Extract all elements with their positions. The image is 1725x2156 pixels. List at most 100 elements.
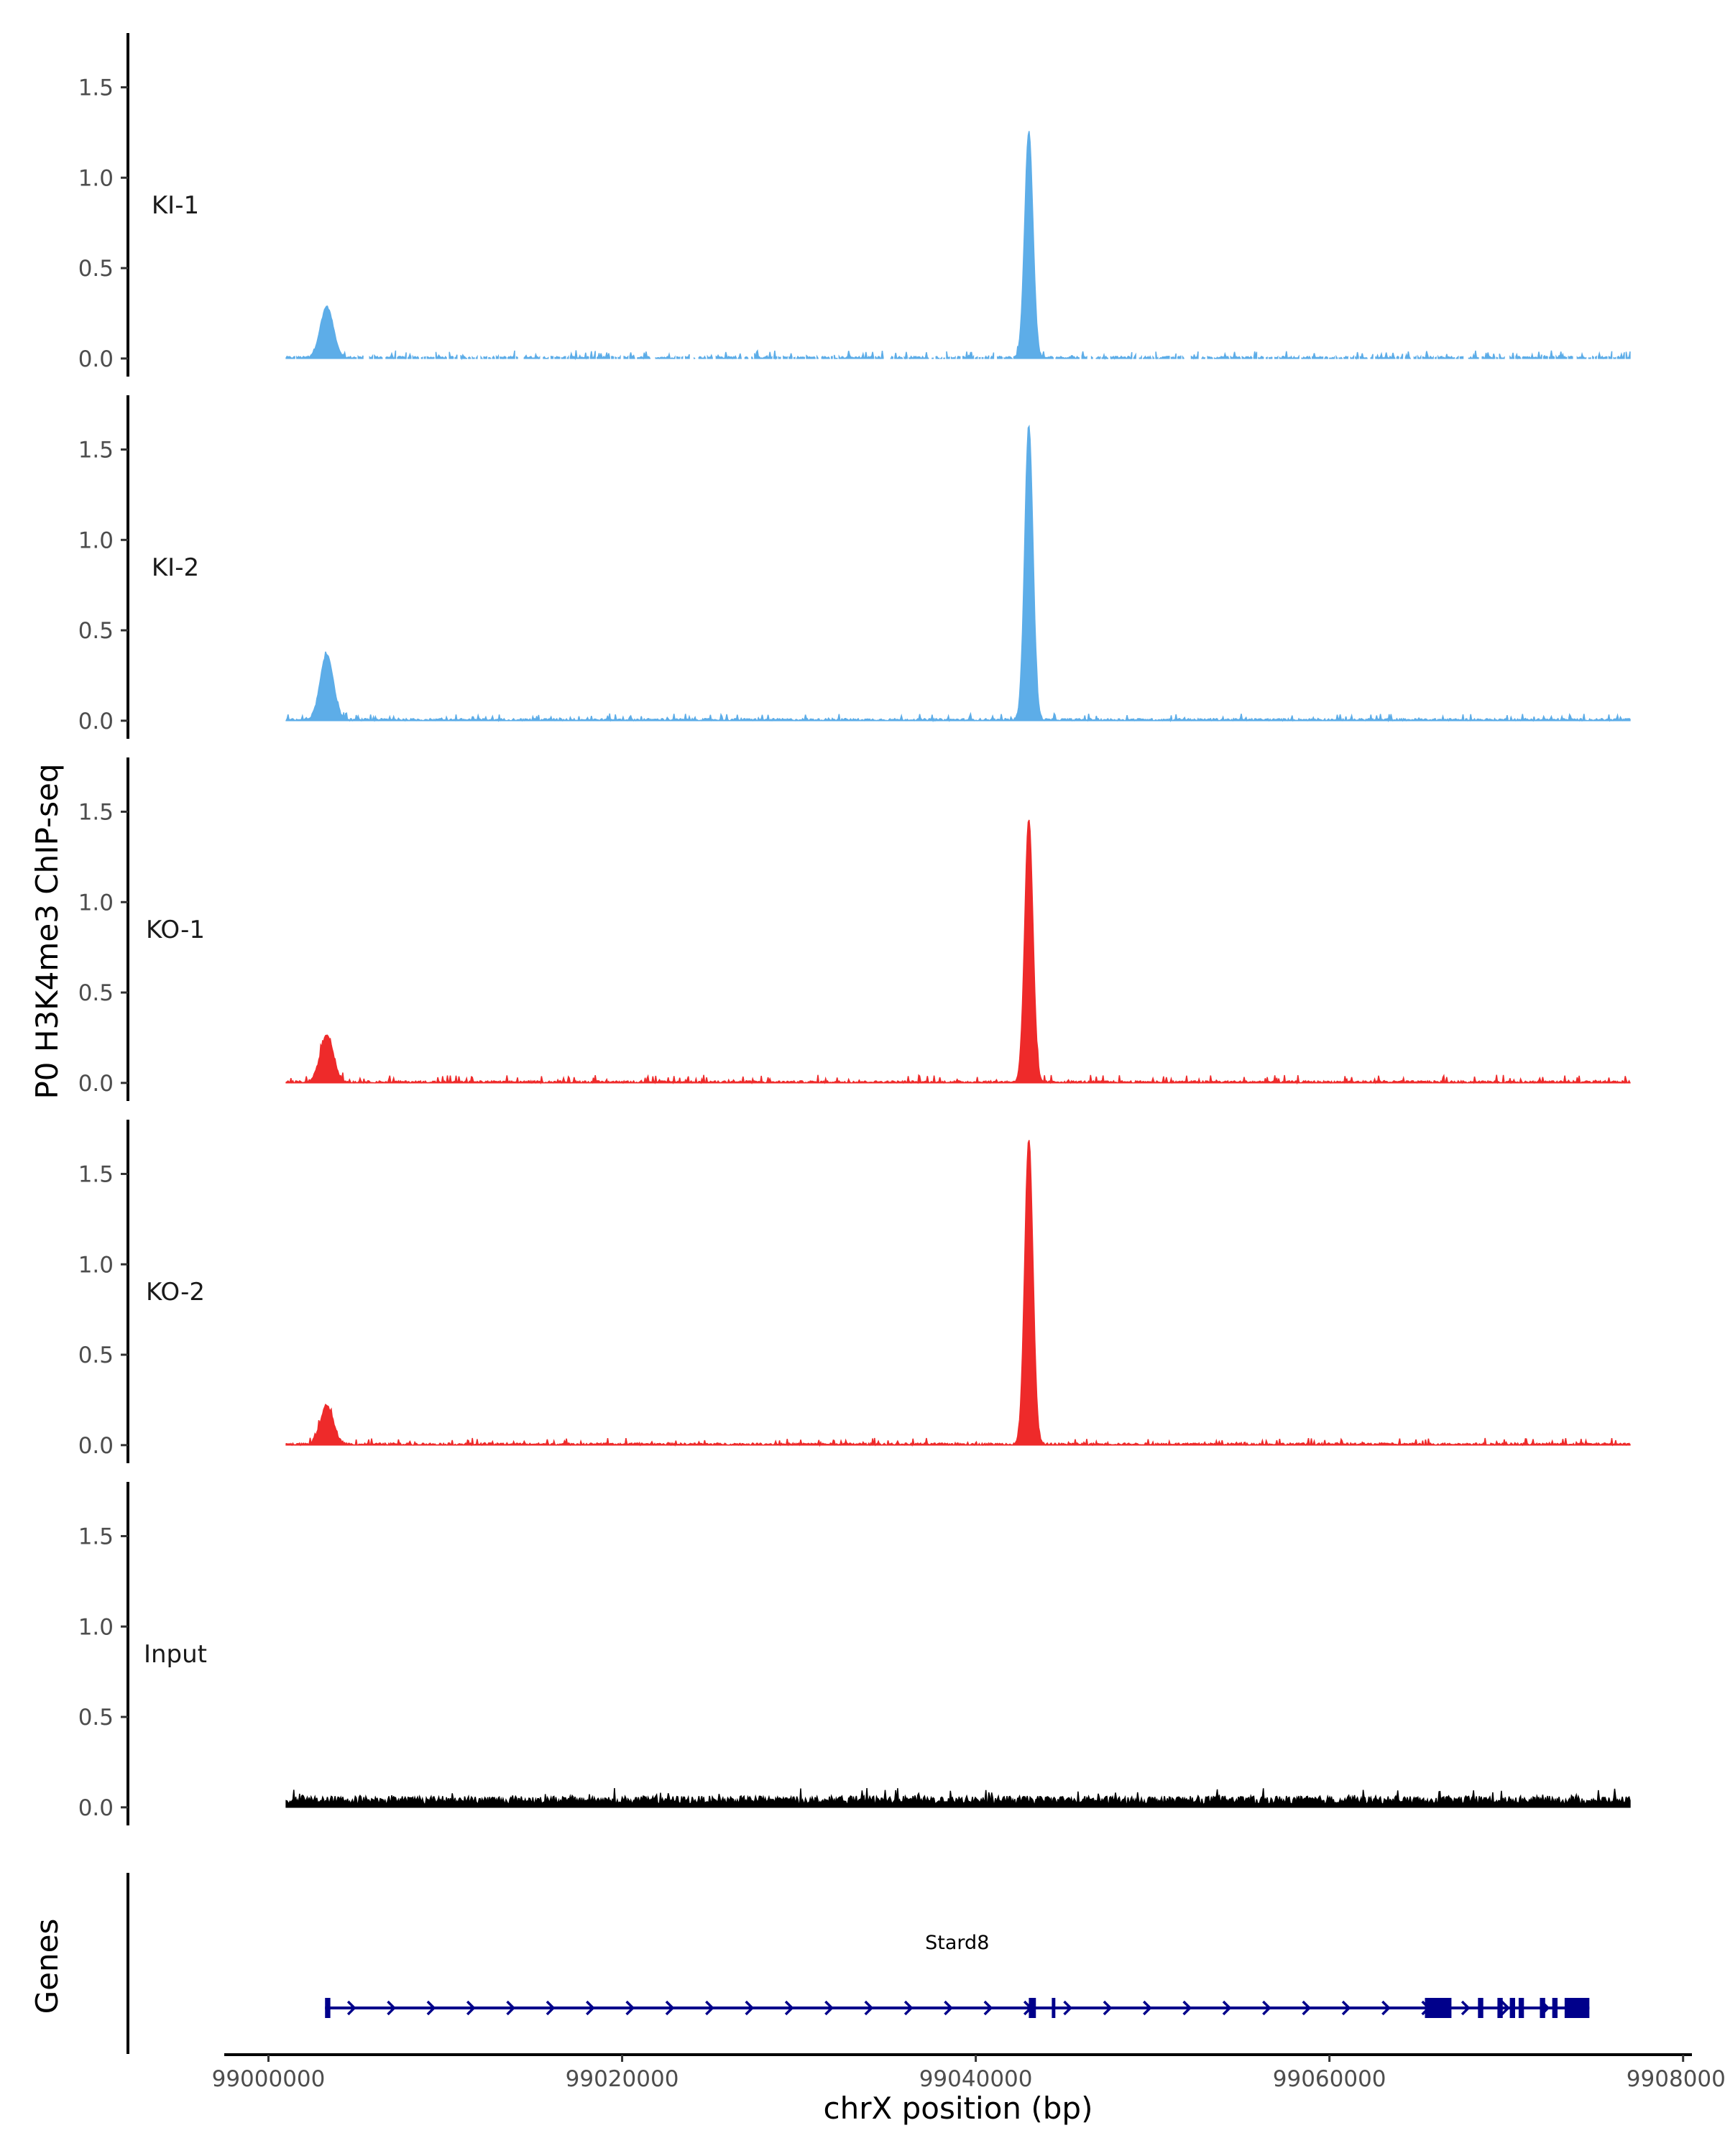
signal-area: [566, 355, 569, 359]
signal-area: [1375, 351, 1396, 360]
track-ki-2: 0.0 0.5 1.0 1.5 KI-2: [78, 395, 1631, 739]
signal-area: [1613, 356, 1616, 359]
signal-area: [500, 356, 507, 360]
signal-area: [523, 352, 540, 359]
signal-area: [939, 356, 943, 359]
signal-area: [285, 424, 1631, 723]
gene-exon: [1052, 1998, 1056, 2018]
signal-area: [1608, 351, 1613, 359]
signal-area: [693, 357, 696, 359]
signal-area: [1370, 354, 1374, 359]
signal-area: [1230, 351, 1241, 359]
signal-area: [1438, 354, 1455, 360]
signal-area: [296, 305, 357, 359]
signal-area: [426, 356, 435, 359]
signal-area: [788, 353, 793, 359]
strand-arrow: [387, 2000, 396, 2016]
signal-area: [1568, 355, 1573, 359]
signal-area: [737, 353, 742, 359]
signal-area: [903, 351, 908, 360]
signal-area: [1496, 356, 1499, 359]
genes-panel: Genes Stard8: [29, 1873, 1590, 2054]
signal-area: [1013, 131, 1054, 359]
strand-arrow: [1182, 2000, 1192, 2016]
signal-area: [554, 356, 561, 359]
gene-exon: [1509, 1998, 1515, 2018]
signal-area: [550, 355, 554, 359]
signal-area: [1359, 353, 1368, 359]
signal-area: [1338, 356, 1343, 359]
signal-area: [1201, 356, 1205, 359]
gene-exon: [1478, 1998, 1484, 2018]
strand-arrow: [1143, 2000, 1152, 2016]
strand-arrow: [1222, 2000, 1232, 2016]
y-tick-label: 1.0: [78, 165, 114, 191]
signal-area: [783, 355, 788, 359]
y-tick-label: 0.5: [78, 980, 114, 1006]
signal-area: [285, 1788, 1631, 1808]
signal-area: [629, 352, 635, 359]
signal-area: [561, 356, 566, 359]
signal-area: [932, 357, 934, 359]
signal-area: [990, 352, 995, 359]
signal-area: [1542, 354, 1548, 359]
x-tick-label: 99000000: [212, 2066, 326, 2092]
strand-arrow: [586, 2000, 595, 2016]
signal-area: [1258, 355, 1264, 359]
gene-exon: [325, 1998, 331, 2018]
signal-area: [684, 354, 690, 359]
signal-area: [1422, 351, 1434, 359]
y-tick-label: 0.5: [78, 1342, 114, 1368]
signal-area: [1522, 351, 1542, 359]
strand-arrow: [625, 2000, 635, 2016]
signal-area: [423, 356, 426, 359]
signal-area: [975, 356, 978, 359]
gene-exon: [1552, 1998, 1558, 2018]
signal-area: [1323, 356, 1328, 359]
signal-area: [984, 355, 990, 359]
signal-area: [1158, 356, 1170, 359]
signal-area: [569, 350, 589, 361]
signal-area: [397, 352, 407, 360]
signal-area: [357, 354, 364, 359]
signal-area: [515, 356, 518, 359]
gene-name: Stard8: [925, 1932, 989, 1954]
strand-arrow: [506, 2000, 516, 2016]
strand-arrow: [1381, 2000, 1391, 2016]
y-tick-label: 1.5: [78, 1524, 114, 1549]
signal-area: [1399, 354, 1404, 359]
signal-area: [1417, 354, 1422, 359]
signal-area: [707, 354, 713, 359]
y-tick-label: 0.0: [78, 346, 114, 372]
signal-area: [1509, 352, 1515, 359]
signal-area: [978, 356, 981, 359]
y-tick-label: 1.5: [78, 75, 114, 101]
signal-area: [1182, 355, 1184, 359]
signal-area: [543, 356, 549, 359]
signal-area: [1576, 351, 1587, 359]
signal-area: [589, 351, 596, 359]
y-tick-label: 1.0: [78, 890, 114, 916]
signal-area: [1213, 351, 1230, 359]
track-panels: 0.0 0.5 1.0 1.5 KI-1 0.0 0.5 1.0 1.5 KI-2 0.0 0.5 1.…: [78, 33, 1631, 1825]
signal-area: [744, 356, 749, 359]
signal-area: [488, 356, 492, 359]
signal-area: [420, 356, 423, 359]
signal-area: [1435, 356, 1437, 359]
track-ko-1: 0.0 0.5 1.0 1.5 KO-1: [78, 757, 1631, 1101]
signal-area: [507, 350, 515, 359]
signal-area: [1003, 356, 1013, 359]
y-tick-label: 1.0: [78, 528, 114, 553]
signal-area: [676, 356, 681, 359]
signal-area: [617, 354, 621, 359]
signal-area: [1241, 355, 1253, 359]
signal-area: [435, 351, 447, 359]
signal-area: [796, 355, 806, 359]
signal-area: [448, 351, 454, 359]
signal-area: [950, 355, 956, 359]
strand-arrow: [745, 2000, 755, 2016]
strand-arrow: [784, 2000, 794, 2016]
strand-arrow: [1302, 2000, 1312, 2016]
signal-area: [962, 351, 975, 359]
x-tick-label: 99020000: [566, 2066, 679, 2092]
